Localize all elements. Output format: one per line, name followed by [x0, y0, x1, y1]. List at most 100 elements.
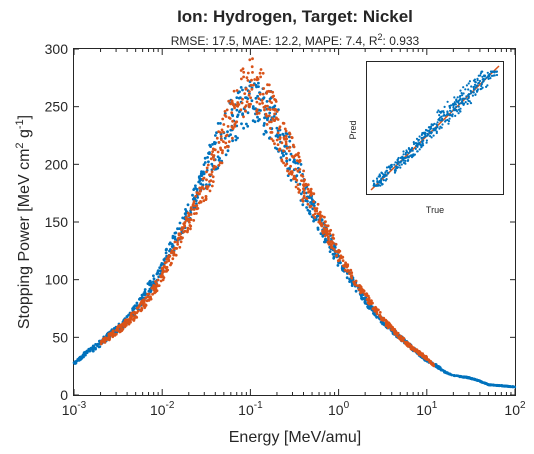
- data-point: [275, 116, 278, 120]
- data-point: [203, 156, 207, 160]
- data-point: [378, 311, 382, 314]
- data-point: [196, 207, 200, 210]
- data-point: [161, 270, 165, 274]
- inset-point: [490, 74, 494, 77]
- data-point: [313, 206, 316, 210]
- data-point: [273, 142, 276, 146]
- data-point: [288, 131, 291, 135]
- data-point: [222, 140, 225, 144]
- data-point: [282, 161, 285, 165]
- inset-point: [424, 128, 428, 132]
- inset-point: [468, 80, 471, 83]
- x-tick-label: 100: [328, 400, 350, 418]
- inset-point: [425, 139, 428, 142]
- inset-point: [404, 159, 407, 162]
- data-point: [166, 268, 170, 272]
- data-point: [180, 237, 184, 240]
- data-point: [313, 216, 317, 219]
- data-point: [130, 317, 133, 320]
- data-point: [221, 117, 225, 121]
- inset-point: [427, 126, 430, 129]
- subtitle-text: RMSE: 17.5, MAE: 12.2, MAPE: 7.4, R: [171, 34, 378, 48]
- data-point: [264, 112, 268, 116]
- data-point: [213, 142, 217, 146]
- data-point: [257, 111, 261, 115]
- data-point: [253, 78, 257, 81]
- data-point: [323, 215, 326, 219]
- data-point: [309, 204, 313, 208]
- inset-point: [457, 101, 460, 104]
- inset-point: [420, 137, 423, 140]
- inset-point: [385, 166, 389, 169]
- x-axis-label: Energy [MeV/amu]: [229, 429, 362, 446]
- inset-point: [376, 177, 379, 180]
- inset-point: [430, 125, 433, 128]
- data-point: [384, 318, 388, 322]
- inset-point: [426, 134, 429, 137]
- data-point: [262, 132, 266, 136]
- data-point: [256, 94, 259, 98]
- inset-point: [436, 111, 439, 114]
- data-point: [266, 104, 269, 108]
- data-point: [242, 75, 246, 79]
- data-point: [240, 77, 243, 81]
- data-point: [147, 289, 151, 293]
- data-point: [382, 319, 385, 322]
- inset-point: [477, 82, 480, 85]
- data-point: [118, 330, 122, 334]
- y-tick-label: 150: [45, 214, 69, 230]
- inset-point: [481, 75, 484, 78]
- data-point: [271, 90, 275, 94]
- data-point: [502, 384, 506, 388]
- inset-point: [448, 117, 451, 120]
- data-point: [448, 372, 452, 376]
- data-point: [305, 197, 309, 201]
- data-point: [244, 87, 248, 90]
- data-point: [263, 116, 266, 120]
- data-point: [252, 83, 255, 87]
- inset-point: [430, 136, 433, 139]
- inset-point: [455, 105, 458, 108]
- data-point: [221, 151, 224, 155]
- data-point: [262, 105, 266, 109]
- inset-point: [479, 74, 482, 77]
- data-point: [152, 274, 155, 278]
- inset-point: [432, 123, 435, 126]
- data-point: [279, 156, 283, 160]
- data-point: [186, 211, 190, 215]
- data-point: [108, 332, 111, 336]
- data-point: [197, 175, 201, 179]
- inset-point: [416, 150, 419, 153]
- data-point: [222, 123, 226, 126]
- data-point: [224, 153, 228, 157]
- data-point: [255, 76, 259, 79]
- data-point: [275, 126, 279, 130]
- data-point: [199, 189, 202, 193]
- inset-point: [377, 184, 380, 187]
- data-point: [199, 182, 203, 186]
- inset-point: [385, 174, 388, 177]
- data-point: [174, 253, 178, 257]
- inset-point: [474, 93, 477, 96]
- data-point: [340, 266, 344, 270]
- data-point: [272, 94, 275, 98]
- data-point: [257, 81, 260, 85]
- inset-point: [399, 166, 402, 169]
- inset-point: [421, 142, 424, 145]
- data-point: [297, 155, 301, 159]
- data-point: [150, 286, 154, 290]
- data-point: [177, 227, 181, 231]
- data-point: [345, 270, 349, 273]
- data-point: [199, 172, 203, 176]
- data-point: [180, 226, 184, 229]
- data-point: [215, 136, 219, 140]
- data-point: [235, 96, 239, 99]
- data-point: [273, 112, 276, 116]
- data-point: [325, 231, 329, 234]
- inset-point: [410, 148, 413, 151]
- inset-point: [437, 109, 440, 112]
- data-point: [327, 237, 330, 241]
- inset-point: [407, 156, 410, 159]
- x-tick-label: 10-3: [62, 400, 87, 418]
